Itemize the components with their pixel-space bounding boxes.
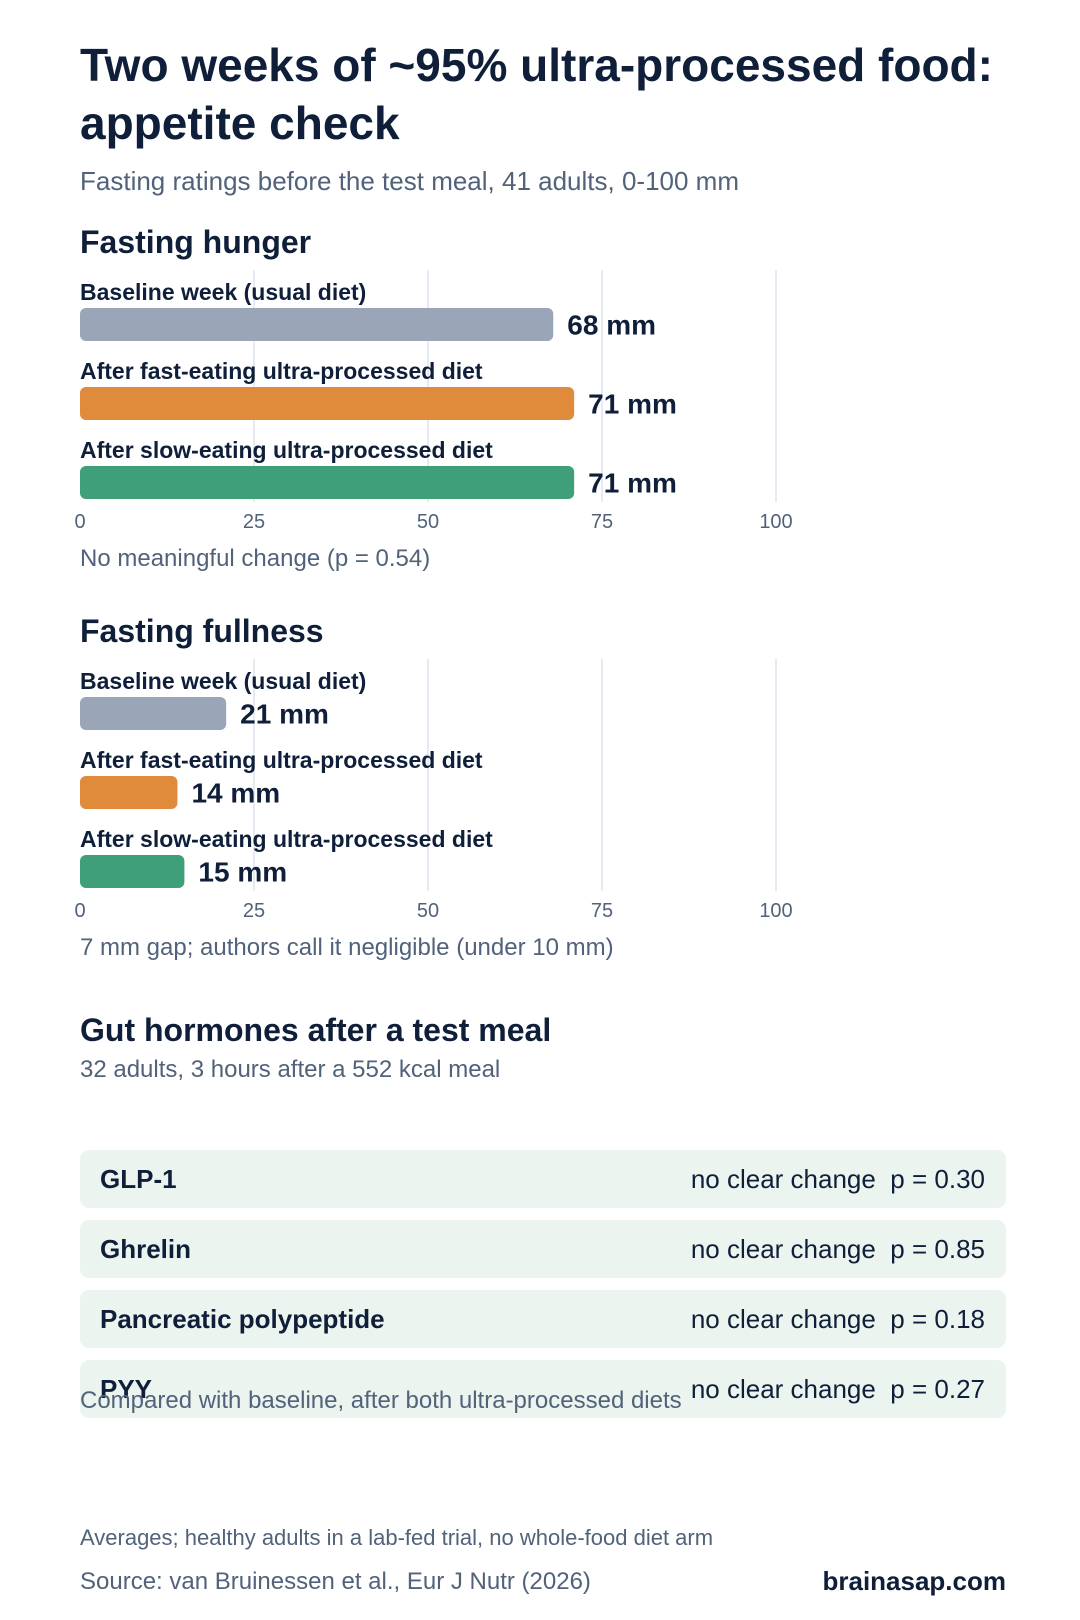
bar	[80, 855, 185, 888]
hormones-note: Compared with baseline, after both ultra…	[80, 1387, 682, 1414]
hormone-result: no clear change p = 0.85	[691, 1234, 985, 1265]
hunger-chart-svg: 0 25 50 75 100 Baseline week (usual diet) 68 m…	[74, 270, 793, 533]
hormone-name: Pancreatic polypeptide	[100, 1303, 385, 1334]
bar	[80, 466, 575, 499]
fullness-chart: 0 25 50 75 100 Baseline week (usual diet) 21 m…	[0, 659, 1080, 929]
bar-value-label: 71 mm	[588, 389, 677, 420]
bar-category-label: After fast-eating ultra-processed diet	[80, 747, 483, 773]
bar	[80, 776, 178, 809]
page-title: Two weeks of ~95% ultra-processed food: …	[80, 39, 993, 149]
hormones-subtitle: 32 adults, 3 hours after a 552 kcal meal	[80, 1056, 501, 1083]
bar-value-label: 15 mm	[198, 857, 287, 888]
bar	[80, 387, 575, 420]
hormone-name: GLP-1	[100, 1163, 177, 1194]
hormone-p-value: p = 0.27	[890, 1373, 985, 1404]
x-tick-label: 50	[417, 900, 439, 922]
hormone-row-pyy: PYY no clear change p = 0.27	[80, 1360, 1006, 1418]
hormone-p-value: p = 0.18	[890, 1303, 985, 1334]
x-tick-label: 100	[759, 511, 792, 533]
hormones-title: Gut hormones after a test meal	[80, 1012, 552, 1048]
hormone-status: no clear change	[690, 1163, 876, 1194]
fullness-chart-svg: 0 25 50 75 100 Baseline week (usual diet) 21 m…	[74, 659, 793, 922]
hormone-p-value: p = 0.85	[890, 1233, 985, 1264]
hormone-result: no clear change p = 0.27	[691, 1374, 985, 1405]
bar-value-label: 68 mm	[567, 310, 656, 341]
hormone-p-value: p = 0.30	[890, 1163, 985, 1194]
source-citation: Source: van Bruinessen et al., Eur J Nut…	[80, 1568, 591, 1595]
hunger-chart-title: Fasting hunger	[80, 224, 312, 260]
bar-value-label: 14 mm	[191, 778, 280, 809]
hormone-row-pp: Pancreatic polypeptide no clear change p…	[80, 1290, 1006, 1348]
hunger-chart: 0 25 50 75 100 Baseline week (usual diet) 68 m…	[0, 270, 1080, 540]
footer-note: Averages; healthy adults in a lab-fed tr…	[80, 1525, 714, 1550]
x-tick-label: 100	[759, 900, 792, 922]
x-tick-label: 75	[591, 900, 613, 922]
page-subtitle: Fasting ratings before the test meal, 41…	[80, 166, 740, 196]
hormone-row-glp1: GLP-1 no clear change p = 0.30	[80, 1150, 1006, 1208]
hormone-row-ghrelin: Ghrelin no clear change p = 0.85	[80, 1220, 1006, 1278]
bar-value-label: 71 mm	[588, 468, 677, 499]
brand-link[interactable]: brainasap.com	[822, 1566, 1006, 1596]
bar-category-label: After slow-eating ultra-processed diet	[80, 826, 493, 852]
x-tick-label: 25	[243, 900, 265, 922]
x-tick-label: 75	[591, 511, 613, 533]
hormone-result: no clear change p = 0.18	[691, 1304, 985, 1335]
bar	[80, 308, 554, 341]
hormone-name: PYY	[100, 1373, 153, 1404]
hormone-result: no clear change p = 0.30	[691, 1164, 985, 1195]
bar	[80, 697, 227, 730]
hormone-status: no clear change	[690, 1233, 876, 1264]
hormone-status: no clear change	[690, 1373, 876, 1404]
hormones-list: GLP-1 no clear change p = 0.30 Ghrelin n…	[80, 1150, 1006, 1430]
bar-category-label: After slow-eating ultra-processed diet	[80, 437, 493, 463]
x-tick-label: 50	[417, 511, 439, 533]
hormone-name: Ghrelin	[100, 1233, 192, 1264]
fullness-chart-title: Fasting fullness	[80, 613, 324, 649]
bar-category-label: After fast-eating ultra-processed diet	[80, 358, 483, 384]
bar-category-label: Baseline week (usual diet)	[80, 668, 366, 694]
hunger-chart-note: No meaningful change (p = 0.54)	[80, 545, 431, 572]
x-tick-label: 0	[74, 511, 85, 533]
x-tick-label: 25	[243, 511, 265, 533]
fullness-chart-note: 7 mm gap; authors call it negligible (un…	[80, 934, 614, 961]
bar-category-label: Baseline week (usual diet)	[80, 279, 366, 305]
bar-value-label: 21 mm	[240, 699, 329, 730]
hormone-status: no clear change	[690, 1303, 876, 1334]
x-tick-label: 0	[74, 900, 85, 922]
